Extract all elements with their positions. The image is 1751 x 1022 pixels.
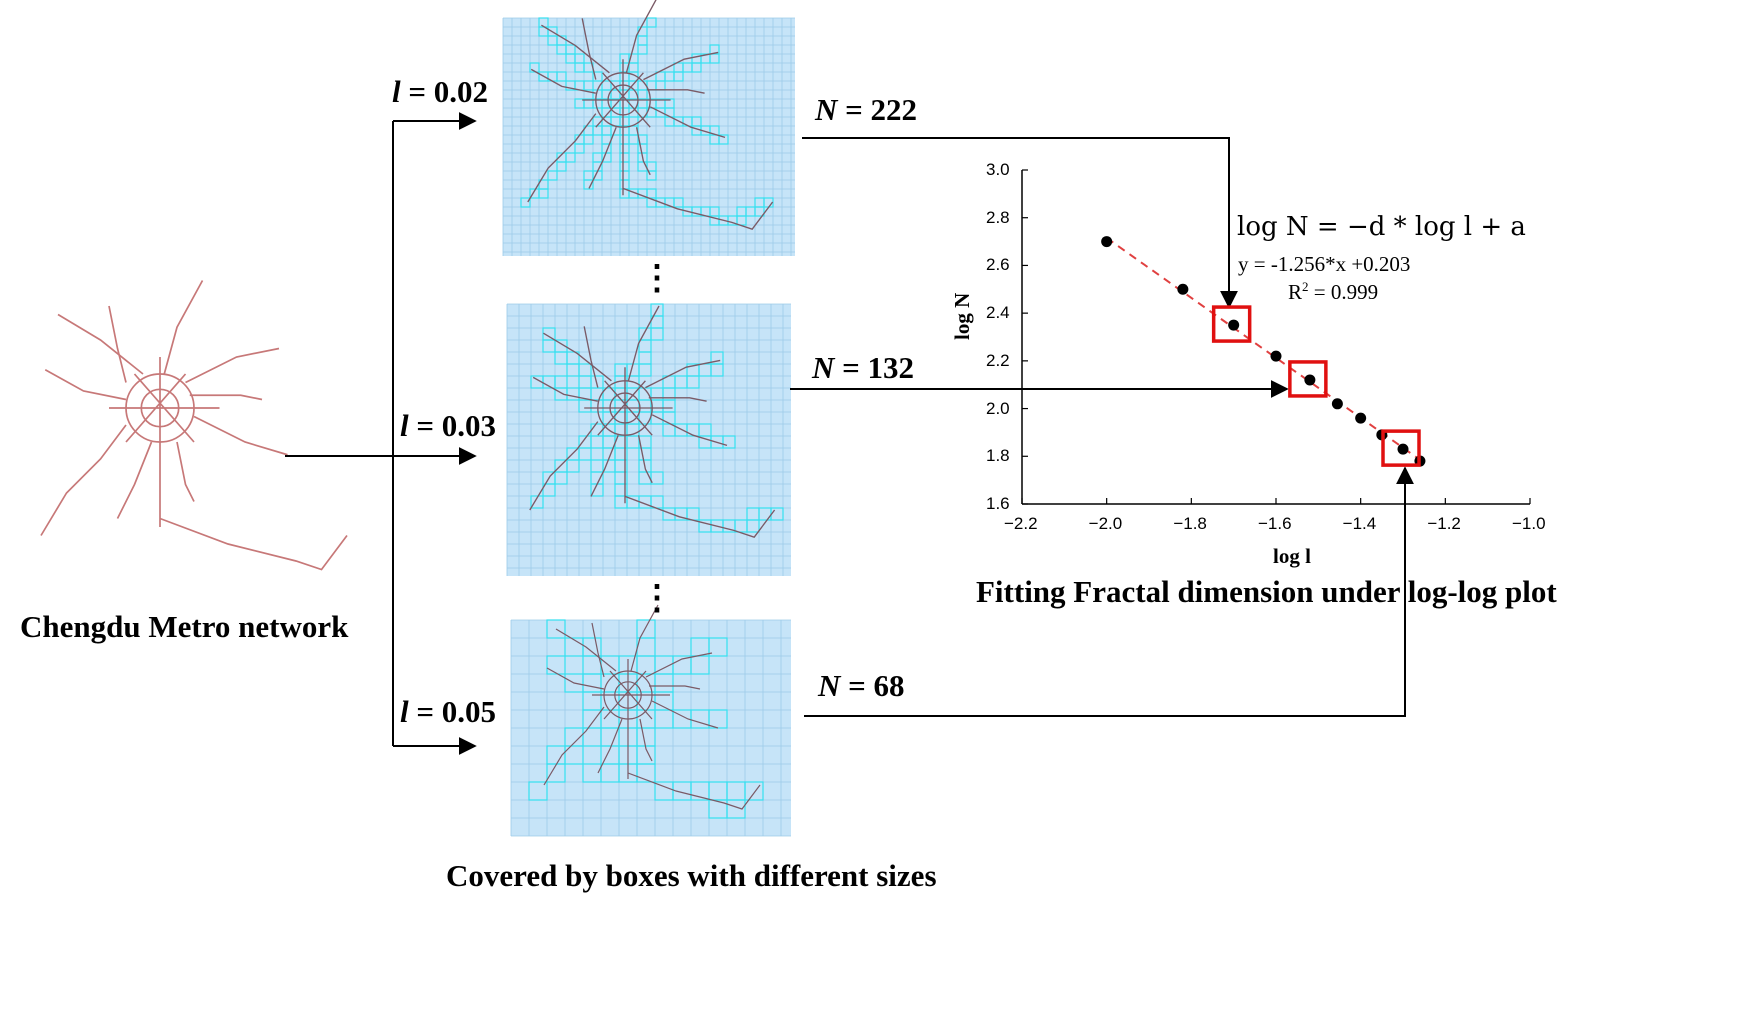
- covered-box: [530, 495, 544, 509]
- fit-line: [1106, 237, 1421, 461]
- x-tick-label: −1.2: [1427, 514, 1461, 533]
- data-point: [1355, 412, 1367, 424]
- covered-box: [636, 619, 656, 639]
- data-point: [1397, 443, 1409, 455]
- box-panel-005: [510, 604, 791, 837]
- boxes-caption: Covered by boxes with different sizes: [446, 858, 937, 893]
- fit-line-path: [1106, 237, 1421, 461]
- covered-boxes-2: [530, 303, 784, 533]
- y-tick-label: 1.6: [986, 494, 1010, 513]
- covered-box: [710, 351, 724, 365]
- y-tick-label: 3.0: [986, 160, 1010, 179]
- box-panel-003: [506, 303, 791, 576]
- count-arrows: [790, 137, 1414, 717]
- box-size-label-003: l = 0.03: [400, 408, 497, 443]
- covered-box: [538, 71, 549, 82]
- fit-formula: log N = −d * log l + a: [1237, 212, 1526, 242]
- covered-box: [542, 327, 556, 341]
- covered-box: [564, 637, 584, 657]
- y-tick-label: 2.2: [986, 350, 1010, 370]
- y-tick-label: 2.0: [986, 398, 1010, 418]
- covered-box: [520, 197, 531, 208]
- box-count-68: N = 68: [818, 668, 905, 703]
- highlight-box: [1288, 360, 1328, 398]
- x-axis-label: log l: [1273, 544, 1311, 568]
- covered-box: [744, 781, 764, 801]
- grid-panel-2: [507, 304, 791, 576]
- covered-box: [547, 170, 558, 181]
- y-tick-label: 2.4: [986, 303, 1010, 323]
- covered-box: [619, 170, 630, 181]
- highlight-box: [1211, 305, 1252, 343]
- covered-box: [601, 98, 612, 109]
- covered-box: [546, 619, 566, 639]
- covered-box: [650, 471, 664, 485]
- y-tick-label: 2.8: [986, 207, 1010, 227]
- x-tick-label: −1.0: [1512, 514, 1546, 533]
- loglog-plot: [1021, 169, 1531, 505]
- x-tick-label: −2.2: [1004, 514, 1038, 533]
- covered-box: [565, 80, 576, 91]
- covered-box: [564, 673, 584, 693]
- x-tick-label: −2.0: [1088, 514, 1123, 533]
- y-axis-label: log N: [950, 292, 974, 340]
- covered-box: [529, 188, 540, 199]
- fit-equation: y = -1.256*x +0.203: [1238, 252, 1411, 276]
- box-count-222: N = 222: [815, 92, 918, 127]
- fit-r2: R2 = 0.999: [1288, 279, 1379, 304]
- y-tick-label: 1.8: [986, 446, 1010, 466]
- branch-arrows: [285, 112, 477, 755]
- covered-box: [708, 637, 728, 657]
- covered-box: [650, 303, 664, 317]
- covered-box: [709, 44, 720, 55]
- covered-box: [582, 691, 602, 711]
- x-tick-label: −1.8: [1173, 514, 1207, 533]
- arrow-n222: [802, 137, 1238, 309]
- covered-box: [592, 71, 603, 82]
- box-count-132: N = 132: [812, 350, 915, 385]
- covered-box: [546, 655, 566, 675]
- covered-box: [646, 170, 657, 181]
- covered-box: [583, 179, 594, 190]
- box-size-label-002: l = 0.02: [392, 74, 489, 109]
- covered-box: [619, 71, 630, 82]
- covered-box: [578, 399, 592, 413]
- covered-boxes-3: [528, 619, 764, 819]
- plot-caption: Fitting Fractal dimension under log-log …: [976, 574, 1557, 609]
- x-tick-label: −1.4: [1342, 514, 1377, 533]
- plot-axes: [1021, 169, 1531, 505]
- highlight-box: [1381, 429, 1421, 467]
- ellipsis-2: ⋮: [640, 580, 674, 617]
- covered-box: [646, 17, 657, 28]
- covered-box: [664, 98, 675, 109]
- data-point: [1101, 236, 1113, 248]
- covered-box: [718, 134, 729, 145]
- covered-box: [614, 483, 628, 497]
- data-point: [1331, 398, 1343, 410]
- covered-box: [673, 197, 684, 208]
- covered-box: [722, 435, 736, 449]
- data-point: [1270, 350, 1282, 362]
- arrow-n68: [804, 466, 1414, 717]
- data-point: [1304, 374, 1316, 386]
- covered-box: [662, 399, 676, 413]
- y-tick-label: 2.6: [986, 255, 1010, 275]
- covered-box: [582, 763, 602, 783]
- covered-box: [556, 161, 567, 172]
- covered-box: [530, 375, 544, 389]
- covered-box: [542, 483, 556, 497]
- x-tick-label: −1.6: [1258, 514, 1292, 533]
- network-caption: Chengdu Metro network: [20, 609, 349, 644]
- data-point: [1228, 319, 1240, 331]
- highlight-boxes: [1211, 305, 1421, 467]
- chengdu-metro-network: [40, 279, 348, 571]
- covered-box: [574, 143, 585, 154]
- ellipsis-1: ⋮: [640, 260, 674, 297]
- data-point: [1177, 283, 1189, 295]
- box-panel-002: [502, 0, 795, 256]
- box-size-label-005: l = 0.05: [400, 694, 497, 729]
- covered-box: [636, 763, 656, 783]
- covered-box: [528, 781, 548, 801]
